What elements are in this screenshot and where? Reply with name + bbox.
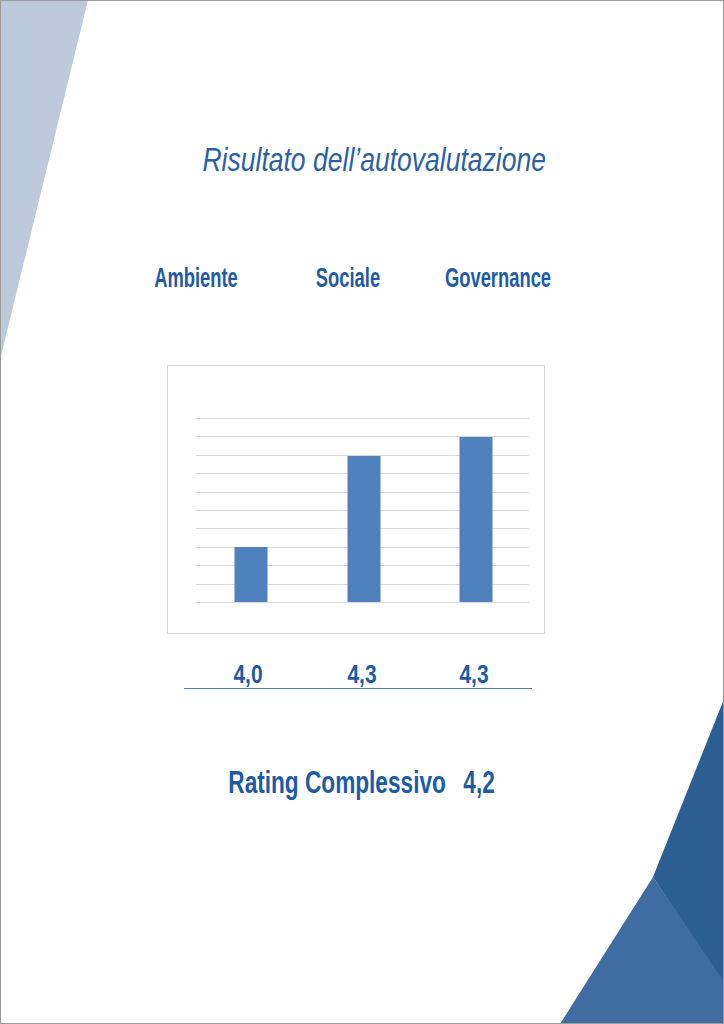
gridline bbox=[196, 602, 529, 603]
bar-governance bbox=[459, 437, 492, 602]
gridline bbox=[196, 418, 529, 419]
page-title: Risultato dell’autovalutazione bbox=[24, 140, 724, 179]
overall-rating-value: 4,2 bbox=[464, 765, 495, 800]
values-underline bbox=[184, 688, 532, 689]
overall-rating: Rating Complessivo 4,2 bbox=[0, 765, 724, 801]
value-ambiente: 4,0 bbox=[231, 660, 266, 689]
value-governance: 4,3 bbox=[457, 660, 492, 689]
column-header-governance: Governance bbox=[420, 263, 576, 294]
chart-plot-area bbox=[196, 418, 529, 602]
bar-ambiente bbox=[235, 547, 268, 602]
bar-sociale bbox=[347, 456, 380, 602]
value-sociale: 4,3 bbox=[345, 660, 380, 689]
bar-chart bbox=[167, 365, 545, 634]
column-header-sociale: Sociale bbox=[301, 263, 396, 294]
overall-rating-label: Rating Complessivo bbox=[229, 765, 447, 800]
top-left-wedge bbox=[0, 0, 88, 360]
column-header-ambiente: Ambiente bbox=[134, 263, 257, 294]
